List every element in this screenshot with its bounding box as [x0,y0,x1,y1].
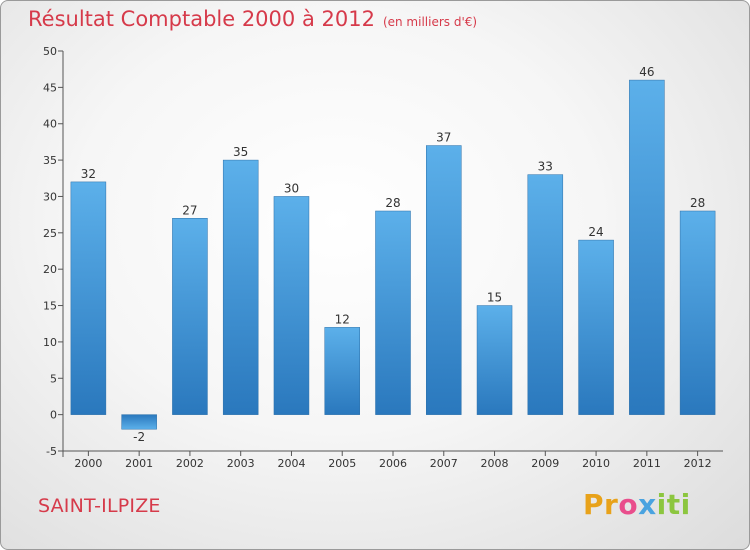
bar-2011 [629,79,665,415]
chart-subtitle: (en milliers d'€) [382,15,478,29]
chart-title: Résultat Comptable 2000 à 2012 (en millie… [28,7,478,31]
y-tick-label: 10 [43,336,57,349]
value-label-2008: 15 [487,291,502,305]
y-tick-label: 25 [43,227,57,240]
logo-part-4: iti [656,488,691,521]
value-label-2003: 35 [233,145,248,159]
bar-2006 [375,210,411,415]
x-tick-label: 2003 [227,457,255,470]
bar-2002 [172,218,208,415]
bar-2012 [679,210,716,415]
value-label-2011: 46 [639,65,654,79]
y-tick-label: 50 [43,45,57,58]
value-label-2012: 28 [690,196,705,210]
y-tick-label: 45 [43,81,57,94]
x-tick-label: 2005 [328,457,356,470]
x-tick-label: 2009 [531,457,559,470]
x-tick-label: 2000 [74,457,102,470]
bar-2001 [121,414,157,430]
y-tick-label: 20 [43,263,57,276]
y-tick-label: 35 [43,154,57,167]
value-label-2004: 30 [284,181,299,195]
value-label-2005: 12 [335,312,350,326]
x-tick-label: 2012 [684,457,712,470]
value-label-2006: 28 [385,196,400,210]
value-label-2010: 24 [588,225,603,239]
bar-2003 [222,159,259,415]
bar-2010 [578,239,614,415]
x-tick-label: 2004 [277,457,305,470]
x-tick-label: 2007 [430,457,458,470]
value-label-2002: 27 [182,203,197,217]
y-tick-label: -5 [46,445,57,458]
bar-2005 [324,327,360,415]
logo-part-1: Pr [583,488,619,521]
y-tick-label: 5 [50,372,57,385]
y-tick-label: 40 [43,118,57,131]
x-tick-label: 2002 [176,457,204,470]
x-tick-label: 2011 [633,457,661,470]
commune-name: SAINT-ILPIZE [38,495,161,517]
bar-2009 [527,174,564,415]
bar-2007 [426,145,462,415]
logo-part-3: x [638,488,657,521]
x-tick-label: 2010 [582,457,610,470]
bar-2000 [70,181,107,415]
bar-2004 [273,196,310,415]
y-tick-label: 0 [50,409,57,422]
x-tick-label: 2001 [125,457,153,470]
proxiti-logo: Proxiti [583,488,691,521]
x-tick-label: 2006 [379,457,407,470]
value-label-2009: 33 [538,160,553,174]
bar-2008 [476,305,513,415]
y-tick-label: 30 [43,190,57,203]
value-label-2001: -2 [133,430,145,444]
value-label-2000: 32 [81,167,96,181]
logo-part-2: o [618,488,639,521]
x-tick-label: 2008 [481,457,509,470]
value-label-2007: 37 [436,131,451,145]
y-tick-label: 15 [43,300,57,313]
